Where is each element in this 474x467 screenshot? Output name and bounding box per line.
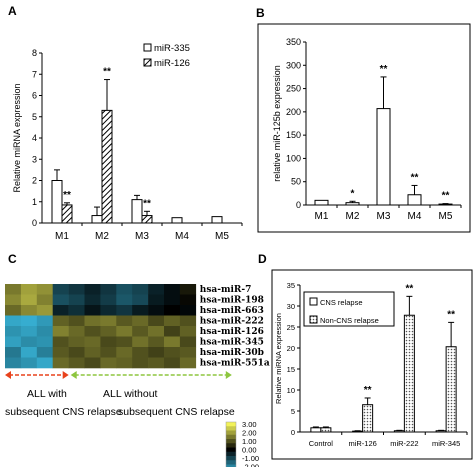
chart-b-significance: ** <box>442 191 450 202</box>
chart-a-bar <box>141 215 153 224</box>
chart-a-y-tick-label: 3 <box>32 154 37 164</box>
chart-b-category-label: M2 <box>346 211 360 222</box>
chart-d-y-tick-label: 25 <box>287 323 295 332</box>
chart-b-category-label: M4 <box>408 211 422 222</box>
chart-b-y-tick-label: 250 <box>286 84 301 94</box>
chart-d-legend-swatch <box>309 315 318 324</box>
chart-d-bar <box>352 430 364 433</box>
chart-a-y-tick-label: 1 <box>32 197 37 207</box>
chart-a-y-tick-label: 6 <box>32 91 37 101</box>
chart-a-bar <box>211 216 223 224</box>
chart-a-y-tick-label: 2 <box>32 176 37 186</box>
chart-a-bar <box>51 180 63 224</box>
chart-d-category-label: miR-126 <box>348 439 376 448</box>
chart-d-y-tick-label: 5 <box>291 407 295 416</box>
chart-b-bar <box>345 202 360 206</box>
chart-a-category-label: M2 <box>95 231 109 242</box>
chart-d-bar <box>403 314 415 433</box>
chart-b-y-tick-label: 200 <box>286 107 301 117</box>
chart-a-bar <box>61 204 73 224</box>
chart-b-bar <box>438 203 453 206</box>
chart-a-bar <box>91 215 103 224</box>
chart-a-y-tick-label: 0 <box>32 218 37 228</box>
chart-a-category-label: M5 <box>215 231 229 242</box>
chart-d-bar <box>393 430 405 433</box>
chart-d-y-tick-label: 35 <box>287 281 295 290</box>
chart-d-y-tick-label: 10 <box>287 386 295 395</box>
chart-d-significance: ** <box>447 309 455 320</box>
chart-a-y-tick-label: 8 <box>32 48 37 58</box>
chart-d-category-label: miR-345 <box>432 439 460 448</box>
chart-b-y-tick-label: 50 <box>291 177 301 187</box>
panel-letter-d: D <box>258 252 267 266</box>
chart-d-y-tick-label: 30 <box>287 302 295 311</box>
chart-d-legend-label: CNS relapse <box>320 298 363 307</box>
chart-d-significance: ** <box>364 385 372 396</box>
chart-d-frame <box>271 269 473 460</box>
chart-d-legend-frame <box>303 291 395 327</box>
chart-b-y-tick-label: 150 <box>286 130 301 140</box>
chart-b-bar <box>376 108 391 206</box>
chart-d-bar <box>435 430 447 433</box>
chart-a-y-tick-label: 7 <box>32 69 37 79</box>
chart-b-significance: ** <box>411 172 419 183</box>
chart-b-y-tick-label: 350 <box>286 37 301 47</box>
chart-b-y-tick-label: 0 <box>296 200 301 210</box>
chart-b-significance: * <box>351 188 355 199</box>
chart-d-bar <box>310 427 322 433</box>
chart-d-category-label: miR-222 <box>390 439 418 448</box>
chart-b-category-label: M5 <box>439 211 453 222</box>
chart-a-y-label: Relative miRNA expression <box>12 83 22 192</box>
chart-a-bar <box>171 217 183 224</box>
chart-b-bar <box>314 199 329 206</box>
chart-d-bar <box>362 404 374 433</box>
chart-d-y-tick-label: 0 <box>291 428 295 437</box>
chart-d-legend-swatch <box>309 297 318 306</box>
chart-a-y-tick-label: 5 <box>32 112 37 122</box>
chart-d-legend-label: Non-CNS relapse <box>320 316 379 325</box>
chart-b-category-label: M3 <box>377 211 391 222</box>
chart-a-legend-swatch <box>143 43 152 52</box>
chart-b-category-label: M1 <box>315 211 329 222</box>
chart-a-significance: ** <box>63 190 71 201</box>
panel-letter-b: B <box>256 6 265 20</box>
chart-a-category-label: M4 <box>175 231 189 242</box>
panel-letter-c: C <box>8 252 17 266</box>
chart-d-category-label: Control <box>309 439 334 448</box>
chart-b-y-label: relative miR-125b expression <box>272 65 282 182</box>
chart-b-frame <box>257 23 471 233</box>
chart-b-y-tick-label: 300 <box>286 60 301 70</box>
chart-a-significance: ** <box>103 67 111 78</box>
chart-a-category-label: M1 <box>55 231 69 242</box>
chart-b-significance: ** <box>380 64 388 75</box>
chart-a-bar <box>101 109 113 224</box>
chart-d-significance: ** <box>405 283 413 294</box>
chart-a-bar <box>131 199 143 224</box>
chart-d-y-tick-label: 15 <box>287 365 295 374</box>
chart-b-bar <box>407 194 422 206</box>
chart-d-bar <box>320 427 332 433</box>
chart-a-legend-swatch <box>143 58 152 67</box>
chart-b-y-tick-label: 100 <box>286 153 301 163</box>
chart-a-legend-label: miR-335 <box>154 43 190 54</box>
chart-d-bar <box>445 346 457 433</box>
chart-a-category-label: M3 <box>135 231 149 242</box>
chart-d-y-tick-label: 20 <box>287 344 295 353</box>
panel-letter-a: A <box>8 4 17 18</box>
chart-a-significance: ** <box>143 198 151 209</box>
chart-d-y-label: Relative miRNA expression <box>274 313 283 404</box>
chart-a-legend-label: miR-126 <box>154 58 190 69</box>
chart-a-y-tick-label: 4 <box>32 133 37 143</box>
